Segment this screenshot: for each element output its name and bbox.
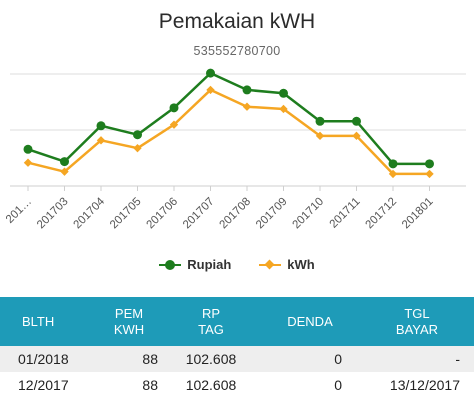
point-rupiah-201707 bbox=[206, 68, 215, 78]
x-tick-label: 201709 bbox=[254, 196, 290, 232]
point-kwh-201709 bbox=[279, 104, 288, 114]
column-header-pem-kwh[interactable]: PEM KWH bbox=[113, 305, 145, 337]
table-row[interactable]: 12/2017 88 102.608 0 13/12/2017 bbox=[0, 372, 474, 398]
point-rupiah-201709 bbox=[279, 88, 288, 98]
point-rupiah-201801 bbox=[425, 159, 434, 169]
x-tick-label: 201703 bbox=[35, 196, 71, 232]
point-kwh-201706 bbox=[169, 120, 179, 129]
x-tick-label: 201711 bbox=[328, 196, 363, 231]
point-kwh-201702 bbox=[23, 158, 33, 167]
x-tick-label: 201712 bbox=[364, 196, 400, 232]
column-header-blth[interactable]: BLTH bbox=[22, 313, 55, 329]
cell-rp-tag: 102.608 bbox=[185, 377, 237, 393]
point-rupiah-201712 bbox=[388, 159, 398, 169]
point-rupiah-201711 bbox=[352, 116, 361, 126]
point-rupiah-201706 bbox=[169, 103, 179, 113]
series-line-rupiah bbox=[27, 71, 430, 166]
chart-legend: Rupiah kWh bbox=[0, 257, 474, 272]
legend-item-rupiah[interactable]: Rupiah bbox=[159, 257, 231, 272]
point-rupiah-201708 bbox=[242, 85, 252, 95]
x-tick-label: 201706 bbox=[145, 196, 181, 232]
point-rupiah-201710 bbox=[315, 116, 325, 126]
cell-tgl-bayar: - bbox=[455, 351, 460, 367]
point-kwh-201801 bbox=[425, 169, 434, 179]
legend-item-kwh[interactable]: kWh bbox=[259, 257, 315, 272]
legend-kwh-label: kWh bbox=[287, 257, 315, 272]
cell-blth: 12/2017 bbox=[18, 377, 69, 393]
x-tick-label: 201708 bbox=[218, 196, 254, 232]
column-header-tgl-bayar[interactable]: TGL BAYAR bbox=[395, 305, 439, 337]
point-rupiah-201703 bbox=[60, 157, 69, 167]
point-kwh-201708 bbox=[242, 102, 252, 111]
usage-line-chart: 201… 201703 201704 201705 201706 201707 201708… bbox=[4, 68, 466, 232]
legend-rupiah-icon bbox=[159, 259, 182, 270]
point-kwh-201711 bbox=[352, 131, 361, 141]
point-kwh-201707 bbox=[206, 85, 215, 95]
cell-blth: 01/2018 bbox=[18, 351, 69, 367]
x-tick-label: 201… bbox=[4, 196, 34, 226]
table-header: BLTH PEM KWH RP TAG DENDA TGL BAYAR bbox=[0, 297, 474, 346]
table-row[interactable]: 01/2018 88 102.608 0 - bbox=[0, 346, 474, 372]
cell-pem-kwh: 88 bbox=[142, 351, 158, 367]
x-tick-label: 201705 bbox=[108, 196, 144, 232]
cell-pem-kwh: 88 bbox=[142, 377, 158, 393]
point-kwh-201703 bbox=[60, 167, 69, 176]
point-kwh-201705 bbox=[133, 143, 142, 153]
cell-denda: 0 bbox=[334, 377, 342, 393]
point-kwh-201712 bbox=[388, 169, 398, 179]
x-tick-label: 201704 bbox=[72, 195, 108, 231]
x-tick-label: 201707 bbox=[181, 196, 217, 232]
point-kwh-201704 bbox=[96, 136, 106, 145]
point-rupiah-201705 bbox=[133, 130, 142, 140]
column-header-denda[interactable]: DENDA bbox=[287, 313, 333, 329]
point-rupiah-201704 bbox=[96, 121, 106, 131]
series-line-kwh bbox=[27, 88, 430, 176]
legend-rupiah-label: Rupiah bbox=[187, 257, 232, 272]
point-kwh-201710 bbox=[315, 131, 325, 141]
column-header-rp-tag[interactable]: RP TAG bbox=[198, 305, 224, 337]
cell-rp-tag: 102.608 bbox=[185, 351, 237, 367]
cell-denda: 0 bbox=[334, 351, 342, 367]
legend-kwh-icon bbox=[259, 259, 282, 270]
x-tick-label: 201710 bbox=[291, 196, 327, 232]
customer-id: 535552780700 bbox=[193, 44, 281, 58]
point-rupiah-201702 bbox=[23, 144, 33, 154]
x-tick-label: 201801 bbox=[400, 196, 436, 232]
cell-tgl-bayar: 13/12/2017 bbox=[389, 377, 460, 393]
billing-table: BLTH PEM KWH RP TAG DENDA TGL BAYAR 01/2018… bbox=[0, 297, 474, 398]
chart-title: Pemakaian kWH bbox=[158, 10, 316, 33]
